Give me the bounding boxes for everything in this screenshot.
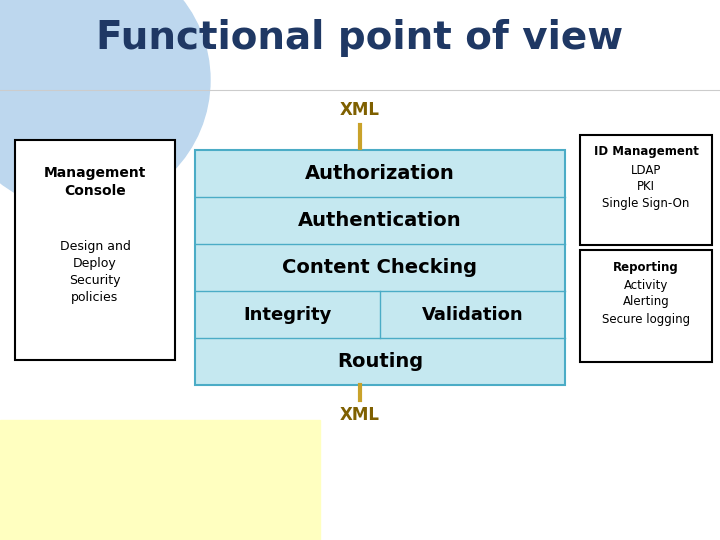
- Text: Functional point of view: Functional point of view: [96, 19, 624, 57]
- Text: Management
Console: Management Console: [44, 166, 146, 198]
- Bar: [580, 250, 712, 362]
- Text: Authorization: Authorization: [305, 164, 455, 183]
- Bar: [0, 420, 320, 540]
- Bar: [15, 140, 175, 360]
- Text: ID Management: ID Management: [593, 145, 698, 159]
- Text: Validation: Validation: [422, 306, 523, 323]
- Text: Activity: Activity: [624, 279, 668, 292]
- Bar: [195, 150, 565, 385]
- Text: Alerting: Alerting: [623, 295, 670, 308]
- Text: PKI: PKI: [637, 179, 655, 192]
- Text: Reporting: Reporting: [613, 260, 679, 273]
- Text: XML: XML: [340, 406, 380, 424]
- Text: Design and
Deploy
Security
policies: Design and Deploy Security policies: [60, 240, 130, 304]
- Bar: [580, 135, 712, 245]
- Text: XML: XML: [340, 101, 380, 119]
- Circle shape: [0, 0, 210, 210]
- Text: Integrity: Integrity: [243, 306, 332, 323]
- Text: Authentication: Authentication: [298, 211, 462, 230]
- Text: Content Checking: Content Checking: [282, 258, 477, 277]
- Text: Routing: Routing: [337, 352, 423, 371]
- Text: Single Sign-On: Single Sign-On: [603, 197, 690, 210]
- Text: Secure logging: Secure logging: [602, 313, 690, 326]
- Text: LDAP: LDAP: [631, 164, 661, 177]
